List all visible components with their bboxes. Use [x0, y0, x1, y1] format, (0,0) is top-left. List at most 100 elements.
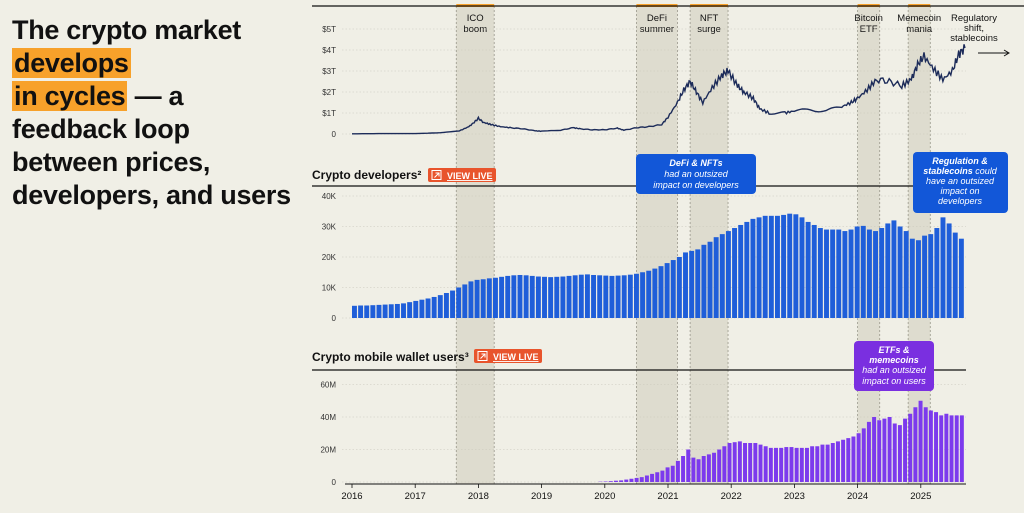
- developers-bar: [394, 303, 400, 318]
- developers-bar: [928, 234, 934, 318]
- y-tick-label: 0: [332, 478, 337, 487]
- users-bar: [634, 477, 639, 482]
- developers-bar: [407, 302, 413, 318]
- developers-bar: [382, 304, 388, 318]
- callout-reg-bold-2: stablecoins: [923, 166, 973, 176]
- callout-regulation: Regulation & stablecoins could have an o…: [913, 152, 1008, 213]
- developers-bar: [584, 274, 590, 318]
- users-bar: [923, 407, 928, 482]
- users-bar: [650, 473, 655, 482]
- users-bar: [830, 443, 835, 482]
- market-cap-axis: 0 $1T $2T $3T $4T $5T: [322, 25, 966, 139]
- users-bar: [727, 443, 732, 482]
- developers-view-live-button[interactable]: VIEW LIVE: [428, 168, 496, 182]
- users-bar: [784, 447, 789, 482]
- y-tick-label: 0: [332, 314, 337, 323]
- users-bar: [954, 415, 959, 482]
- users-view-live-label: VIEW LIVE: [493, 352, 539, 362]
- developers-bar: [413, 300, 419, 318]
- users-bar: [743, 443, 748, 482]
- headline-highlight-1: develops: [12, 48, 131, 78]
- developers-bar: [676, 257, 682, 318]
- developers-bar: [591, 274, 597, 318]
- callout-etf-bold: ETFs &: [878, 345, 909, 355]
- y-tick-label: 60M: [320, 381, 336, 390]
- developers-bar: [566, 275, 572, 318]
- developers-bar: [615, 275, 621, 318]
- period-label: ICO: [467, 13, 484, 24]
- period-band: [636, 6, 678, 484]
- developers-bar: [548, 277, 554, 318]
- developers-bar: [456, 287, 462, 318]
- users-bar: [882, 418, 887, 482]
- period-label: Memecoin: [897, 13, 941, 24]
- annotation-line-2: shift,: [964, 23, 984, 34]
- users-bar: [928, 410, 933, 482]
- developers-bar: [603, 275, 609, 318]
- developers-bar: [811, 224, 817, 318]
- users-bar: [701, 456, 706, 482]
- developers-bar: [474, 279, 480, 318]
- developers-bar: [529, 275, 535, 318]
- x-tick-label: 2022: [721, 491, 742, 502]
- users-bar: [934, 412, 939, 482]
- headline-part-1: The crypto market: [12, 15, 241, 45]
- x-tick-label: 2016: [341, 491, 362, 502]
- callout-etfs-memecoins: ETFs & memecoins had an outsized impact …: [854, 341, 934, 391]
- users-bar: [856, 433, 861, 482]
- developers-bar: [903, 231, 909, 318]
- users-bar: [913, 407, 918, 482]
- developers-bar: [891, 220, 897, 318]
- developers-bar: [787, 213, 793, 318]
- period-label: summer: [640, 24, 674, 35]
- x-tick-label: 2025: [910, 491, 931, 502]
- x-tick-label: 2024: [847, 491, 868, 502]
- users-bar: [753, 443, 758, 482]
- developers-bar: [388, 304, 394, 318]
- developers-bar: [756, 217, 762, 318]
- callout-defi-bold: DeFi & NFTs: [669, 158, 722, 168]
- period-label: NFT: [700, 13, 719, 24]
- users-bar: [841, 439, 846, 482]
- users-bar: [639, 477, 644, 482]
- developers-bar: [352, 305, 357, 318]
- users-bar: [619, 480, 624, 482]
- users-bar: [908, 413, 913, 482]
- callout-reg-line-3: have an outsized: [926, 176, 995, 186]
- developers-bar: [419, 299, 425, 318]
- users-bar: [949, 415, 954, 482]
- users-bar: [722, 446, 727, 482]
- users-bar: [892, 423, 897, 482]
- developers-bar: [842, 231, 848, 318]
- users-bar: [768, 447, 773, 482]
- users-bar: [717, 449, 722, 482]
- y-tick-label: $3T: [322, 67, 336, 76]
- y-tick-label: 10K: [322, 284, 337, 293]
- period-band: [456, 6, 495, 484]
- users-bar: [825, 444, 830, 482]
- users-bar: [686, 449, 691, 482]
- callout-reg-line-4: impact on: [940, 186, 979, 196]
- developers-bar: [376, 304, 382, 318]
- developers-bar: [646, 270, 652, 318]
- callout-etf-line-2: impact on users: [862, 376, 926, 386]
- developers-bar: [560, 276, 566, 318]
- callout-reg-could: could: [973, 166, 998, 176]
- x-axis-ticks: 2016 2017 2018 2019 2020 2021 2022 2023 2024 2025: [341, 484, 931, 502]
- users-bar: [820, 444, 825, 482]
- users-bar: [815, 446, 820, 482]
- users-view-live-button[interactable]: VIEW LIVE: [474, 349, 542, 363]
- developers-bar: [523, 275, 529, 318]
- developers-bar: [836, 229, 842, 318]
- developers-bar: [597, 275, 603, 318]
- developers-bar: [909, 238, 915, 318]
- developers-bar: [873, 231, 879, 318]
- developers-bar: [443, 292, 449, 318]
- developers-bar: [511, 275, 517, 318]
- users-bar: [794, 447, 799, 482]
- developers-bar: [505, 275, 511, 318]
- headline-part-2: — a feedback loop between prices, develo…: [12, 81, 291, 210]
- developers-bar: [621, 275, 627, 318]
- users-bar: [758, 444, 763, 482]
